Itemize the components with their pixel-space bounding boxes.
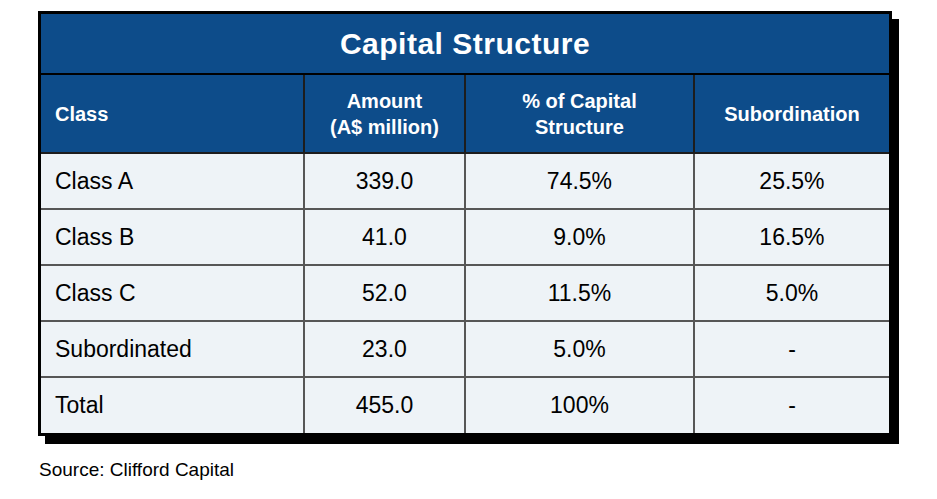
table-row-class-c: Class C 52.0 11.5% 5.0% [41,265,889,321]
cell-class: Class A [41,153,304,209]
source-attribution: Source: Clifford Capital [39,459,234,481]
cell-subordination: 5.0% [694,265,889,321]
cell-pct-capital: 9.0% [465,209,694,265]
table-title: Capital Structure [340,27,590,61]
cell-subordination: - [694,321,889,377]
table-title-band: Capital Structure [41,14,889,75]
header-cell-pct-capital: % of Capital Structure [465,75,694,153]
page: Capital Structure Class Amount (A$ milli… [0,0,937,499]
cell-amount: 41.0 [304,209,465,265]
table-header-row: Class Amount (A$ million) % of Capital S… [41,75,889,153]
cell-amount: 339.0 [304,153,465,209]
cell-amount: 455.0 [304,377,465,433]
table-row-subordinated: Subordinated 23.0 5.0% - [41,321,889,377]
table-body: Class A 339.0 74.5% 25.5% Class B 41.0 9… [41,153,889,433]
cell-subordination: 16.5% [694,209,889,265]
capital-structure-table-frame: Capital Structure Class Amount (A$ milli… [38,11,892,436]
table-row-class-b: Class B 41.0 9.0% 16.5% [41,209,889,265]
table-row-class-a: Class A 339.0 74.5% 25.5% [41,153,889,209]
cell-amount: 52.0 [304,265,465,321]
cell-subordination: - [694,377,889,433]
cell-class: Class B [41,209,304,265]
cell-class: Total [41,377,304,433]
capital-structure-table: Class Amount (A$ million) % of Capital S… [41,75,889,433]
cell-amount: 23.0 [304,321,465,377]
cell-pct-capital: 74.5% [465,153,694,209]
cell-class: Subordinated [41,321,304,377]
header-cell-subordination: Subordination [694,75,889,153]
cell-class: Class C [41,265,304,321]
header-cell-amount: Amount (A$ million) [304,75,465,153]
cell-pct-capital: 5.0% [465,321,694,377]
cell-pct-capital: 11.5% [465,265,694,321]
header-cell-class: Class [41,75,304,153]
cell-subordination: 25.5% [694,153,889,209]
table-row-total: Total 455.0 100% - [41,377,889,433]
cell-pct-capital: 100% [465,377,694,433]
